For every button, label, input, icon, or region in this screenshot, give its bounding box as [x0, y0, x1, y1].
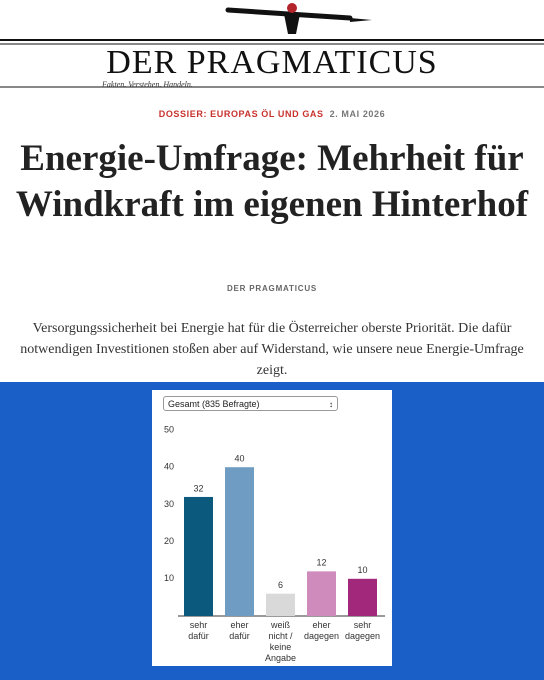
bar: [307, 571, 336, 616]
x-tick-label: eher dafür: [229, 620, 250, 641]
bar: [348, 578, 377, 616]
x-tick-label: weiß nicht / keine Angabe: [264, 620, 297, 663]
date: 2. MAI 2026: [329, 109, 386, 119]
bar: [266, 593, 295, 616]
value-label: 12: [316, 558, 326, 568]
dossier-link[interactable]: DOSSIER: EUROPAS ÖL UND GAS: [158, 109, 324, 119]
chart: 10 20 30 40 50 32 40 6 12 10: [164, 424, 385, 617]
filter-select[interactable]: Gesamt (835 Befragte): [163, 396, 338, 412]
bar: [184, 496, 213, 616]
masthead-decor: [0, 3, 544, 88]
y-tick-label: 10: [164, 573, 174, 583]
headline: Energie-Umfrage: Mehrheit für Windkraft …: [15, 138, 529, 225]
y-tick-label: 50: [164, 424, 174, 434]
value-label: 6: [278, 580, 283, 590]
y-tick-label: 20: [164, 536, 174, 546]
value-label: 32: [193, 483, 203, 493]
x-tick-label: sehr dagegen: [344, 620, 381, 641]
meta-line: DOSSIER: EUROPAS ÖL UND GAS 2. MAI 2026: [0, 109, 544, 119]
value-label: 10: [357, 565, 367, 575]
lead-text: Versorgungssicherheit bei Energie hat fü…: [20, 321, 524, 378]
tagline: Fakten. Verstehen. Handeln.: [102, 80, 193, 89]
logo[interactable]: DER PRAGMATICUS: [106, 44, 438, 81]
chart-card: 10 20 30 40 50 32 40 6 12 10 Gesamt (835 Befragte…: [152, 390, 392, 666]
x-tick-label: sehr dafür: [188, 620, 209, 641]
author[interactable]: DER PRAGMATICUS: [226, 284, 318, 293]
x-tick-label: eher dagegen: [303, 620, 340, 641]
y-tick-label: 40: [164, 462, 174, 472]
y-tick-label: 30: [164, 499, 174, 509]
value-label: 40: [234, 454, 244, 464]
bar: [225, 467, 254, 616]
